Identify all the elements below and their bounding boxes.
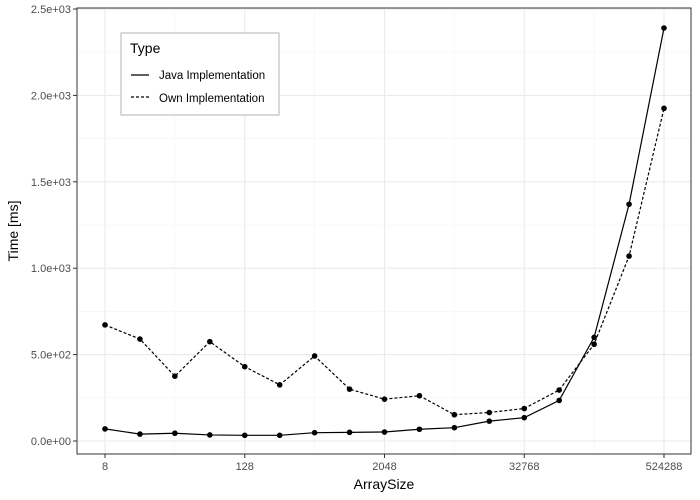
data-point-own-implementation <box>381 396 388 402</box>
data-point-java-implementation <box>102 426 108 432</box>
x-axis-title: ArraySize <box>354 476 415 492</box>
series-layer <box>102 25 667 439</box>
x-tick-label: 2048 <box>372 461 396 473</box>
y-axis-title: Time [ms] <box>5 201 21 262</box>
data-point-own-implementation <box>311 353 318 359</box>
legend: Type Java Implementation Own Implementat… <box>120 32 280 116</box>
x-tick-label: 8 <box>102 461 108 473</box>
data-point-own-implementation <box>626 253 632 259</box>
data-point-java-implementation <box>556 397 562 404</box>
data-point-own-implementation <box>207 338 213 345</box>
data-point-own-implementation <box>521 405 528 412</box>
data-point-own-implementation <box>102 322 108 328</box>
data-point-own-implementation <box>137 336 143 342</box>
data-point-java-implementation <box>416 426 423 433</box>
data-point-java-implementation <box>591 334 597 341</box>
data-point-own-implementation <box>591 341 597 348</box>
data-point-java-implementation <box>241 432 248 439</box>
x-tick-label: 32768 <box>509 461 540 473</box>
data-point-own-implementation <box>346 386 353 392</box>
data-point-java-implementation <box>486 418 493 424</box>
data-point-own-implementation <box>172 373 178 380</box>
legend-label-java: Java Implementation <box>159 70 265 82</box>
data-point-java-implementation <box>661 25 667 31</box>
data-point-java-implementation <box>311 429 318 436</box>
data-point-java-implementation <box>276 432 283 439</box>
y-tick-label: 5.0e+02 <box>31 350 71 362</box>
data-point-own-implementation <box>556 387 562 393</box>
x-tick-label: 524288 <box>646 461 683 473</box>
data-point-own-implementation <box>451 411 458 418</box>
data-point-own-implementation <box>416 392 423 399</box>
data-point-java-implementation <box>626 201 632 208</box>
x-tick-label: 128 <box>236 461 254 473</box>
data-point-own-implementation <box>486 409 493 416</box>
data-point-java-implementation <box>521 414 528 421</box>
data-point-java-implementation <box>346 429 353 436</box>
data-point-own-implementation <box>661 105 667 112</box>
legend-title: Type <box>130 40 161 56</box>
y-axis: 0.0e+00 5.0e+02 1.0e+03 1.5e+03 2.0e+03 2.5e+… <box>31 4 77 448</box>
data-point-own-implementation <box>241 363 248 370</box>
y-tick-label: 2.5e+03 <box>31 4 71 16</box>
legend-box <box>120 32 280 116</box>
data-point-java-implementation <box>172 430 178 437</box>
y-tick-label: 1.5e+03 <box>31 177 71 189</box>
data-point-own-implementation <box>276 382 283 388</box>
legend-label-own: Own Implementation <box>159 93 264 105</box>
data-point-java-implementation <box>207 432 213 438</box>
y-tick-label: 0.0e+00 <box>31 436 71 448</box>
data-point-java-implementation <box>137 431 143 437</box>
data-point-java-implementation <box>381 429 388 435</box>
data-point-java-implementation <box>451 424 458 431</box>
y-tick-label: 2.0e+03 <box>31 90 71 102</box>
y-tick-label: 1.0e+03 <box>31 263 71 275</box>
x-axis: 8 128 2048 32768 524288 <box>102 454 682 473</box>
